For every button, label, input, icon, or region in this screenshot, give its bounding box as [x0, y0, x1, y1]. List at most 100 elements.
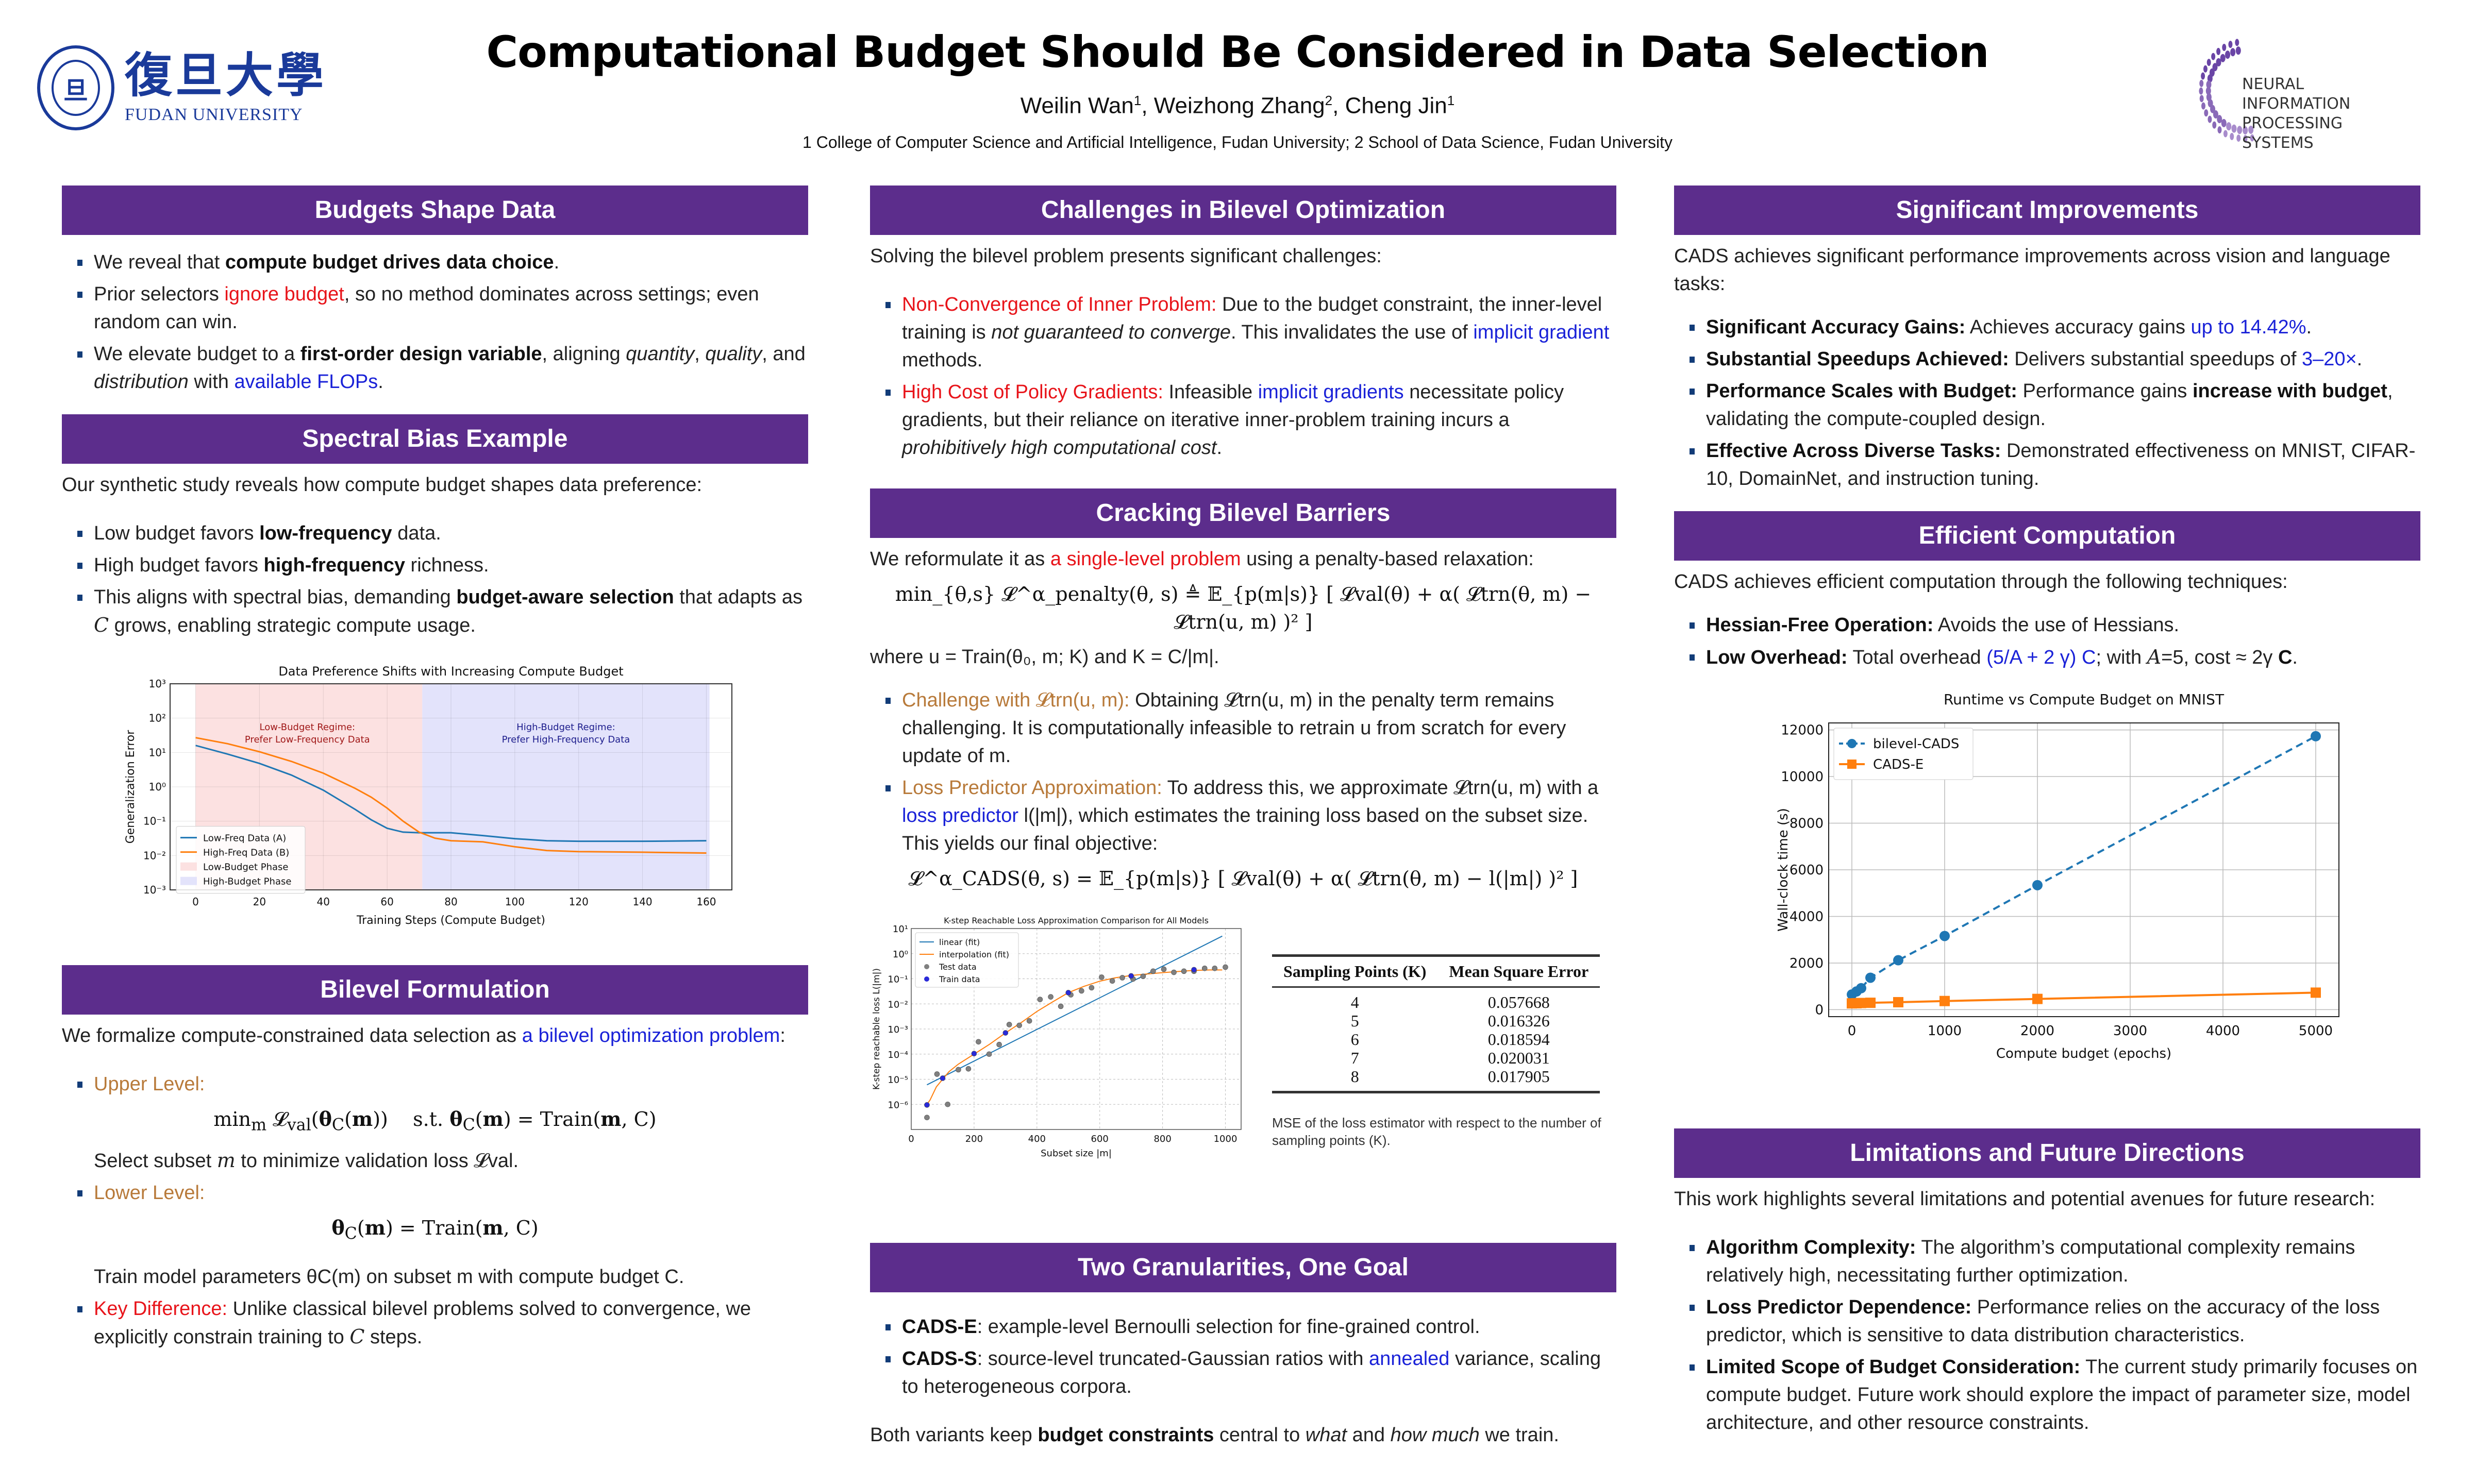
section-intro: CADS achieves significant performance im… [1674, 245, 2390, 295]
test-data-point [1181, 968, 1187, 974]
data-point-bilevel-cads [1856, 983, 1866, 993]
table-row: 6 0.018594 [1350, 1030, 1550, 1049]
x-tick-label: 800 [1153, 1134, 1171, 1144]
y-tick-label: 10⁻² [888, 999, 908, 1010]
x-axis-label: Training Steps (Compute Budget) [356, 914, 545, 927]
list-item: We reveal that compute budget drives dat… [62, 248, 808, 276]
fudan-chinese-name: 復旦大學 [125, 47, 327, 103]
list-item: High Cost of Policy Gradients: Infeasibl… [870, 378, 1616, 462]
y-axis-label: K-step reachable loss L(|m|) [872, 968, 882, 1090]
logo-dot [2212, 121, 2217, 129]
phase-region [422, 684, 710, 890]
logo-dot [2248, 125, 2254, 134]
test-data-point [1006, 1022, 1012, 1027]
plot-frame [1828, 722, 2339, 1017]
section-header: Limitations and Future Directions [1674, 1128, 2420, 1178]
x-tick-label: 1000 [1928, 1023, 1962, 1039]
y-tick-label: 8000 [1790, 816, 1824, 832]
y-tick-label: 10³ [149, 678, 166, 690]
fudan-university-logo: 旦 復旦大學 FUDAN UNIVERSITY [37, 45, 327, 130]
logo-dot [2235, 39, 2239, 46]
y-tick-label: 6000 [1790, 863, 1824, 878]
section-challenges: Challenges in Bilevel Optimization Solvi… [870, 185, 1616, 462]
x-tick-label: 0 [1848, 1023, 1857, 1039]
logo-dot [2230, 48, 2236, 57]
train-data-point [940, 1075, 946, 1081]
plot-frame [170, 683, 732, 890]
logo-dot [2206, 80, 2212, 89]
logo-dot [2199, 87, 2203, 95]
list-item: Challenge with 𝓛trn(u, m): Obtaining 𝓛tr… [870, 686, 1616, 770]
test-data-point [1026, 1018, 1032, 1024]
test-data-point [1119, 975, 1125, 981]
logo-dot [2221, 119, 2227, 127]
logo-dot [2217, 126, 2222, 134]
x-tick-label: 200 [965, 1134, 983, 1144]
legend-label: Low-Budget Phase [203, 862, 289, 873]
legend-swatch [924, 976, 929, 982]
x-tick-label: 60 [380, 896, 393, 908]
y-tick-label: 10⁻¹ [888, 974, 908, 985]
section-outro: Both variants keep budget constraints ce… [870, 1424, 1559, 1446]
logo-dot [2212, 63, 2218, 72]
x-tick-label: 2000 [2020, 1023, 2054, 1039]
spectral-bias-chart-svg: Data Preference Shifts with Increasing C… [124, 664, 732, 927]
list-item: Lower Level: θC(m) = Train(m, C) Train m… [62, 1179, 808, 1291]
region-annotation: Prefer High-Frequency Data [502, 734, 630, 745]
column-right: Significant Improvements CADS achieves s… [1674, 185, 2420, 1434]
logo-dot [2205, 87, 2211, 95]
table-row: 5 0.016326 [1350, 1011, 1550, 1030]
data-point-cads-e [2311, 987, 2321, 998]
x-axis-label: Compute budget (epochs) [1996, 1046, 2171, 1061]
column-left: Budgets Shape Data We reveal that comput… [62, 185, 808, 1355]
fudan-english-name: FUDAN UNIVERSITY [125, 105, 303, 124]
test-data-point [976, 1039, 981, 1045]
test-data-point [1058, 1003, 1064, 1009]
data-point-bilevel-cads [1865, 972, 1876, 983]
test-data-point [986, 1051, 992, 1057]
logo-dot [2216, 58, 2221, 66]
train-data-point [1191, 967, 1197, 973]
y-tick-label: 10⁻¹ [143, 815, 166, 828]
chart-legend: bilevel-CADS CADS-E [1833, 728, 1974, 780]
legend-label: High-Budget Phase [203, 876, 291, 887]
chart-title: K-step Reachable Loss Approximation Comp… [944, 916, 1209, 925]
logo-dot [2199, 79, 2204, 87]
test-data-point [924, 1115, 930, 1121]
test-data-point [1048, 994, 1053, 1000]
chart-legend: linear (fit) interpolation (fit) Test data… [915, 932, 1019, 988]
data-point-bilevel-cads [2311, 731, 2321, 741]
list-item: Non-Convergence of Inner Problem: Due to… [870, 291, 1616, 374]
legend-swatch [180, 862, 197, 871]
logo-dot [2250, 134, 2254, 142]
region-annotation: High-Budget Regime: [516, 722, 615, 733]
legend-label: CADS-E [1873, 757, 1924, 772]
fudan-seal-icon: 旦 [37, 45, 114, 130]
test-data-point [965, 1066, 972, 1072]
section-budgets-shape-data: Budgets Shape Data We reveal that comput… [62, 185, 808, 396]
y-tick-label: 10⁻³ [143, 884, 166, 896]
y-tick-label: 10² [149, 712, 166, 724]
section-intro: CADS achieves efficient computation thro… [1674, 571, 2288, 593]
table-header: Sampling Points (K) [1272, 954, 1438, 988]
x-tick-label: 400 [1028, 1134, 1046, 1144]
logo-dot [2210, 105, 2216, 113]
where-clause: where u = Train(θ₀, m; K) and K = C/|m|. [870, 646, 1219, 668]
series-line-low-freq-data-a- [195, 745, 707, 842]
data-point-cads-e [1939, 996, 1950, 1006]
list-item: Algorithm Complexity: The algorithm’s co… [1674, 1234, 2420, 1289]
section-cracking-barriers: Cracking Bilevel Barriers We reformulate… [870, 488, 1616, 1171]
test-data-point [1016, 1022, 1022, 1028]
available-flops-link: available FLOPs [234, 371, 378, 393]
data-point-cads-e [1865, 998, 1876, 1008]
logo-dot [2226, 122, 2232, 131]
section-intro: Our synthetic study reveals how compute … [62, 474, 703, 496]
legend-box [176, 826, 306, 894]
legend-label: bilevel-CADS [1873, 736, 1959, 752]
test-data-point [934, 1071, 940, 1077]
neurips-logo: NEURAL INFORMATION PROCESSING SYSTEMS [2190, 36, 2407, 152]
list-item: Performance Scales with Budget: Performa… [1674, 377, 2420, 433]
series-line-high-freq-data-b- [195, 737, 707, 854]
y-axis-label: Generalization Error [124, 730, 137, 844]
